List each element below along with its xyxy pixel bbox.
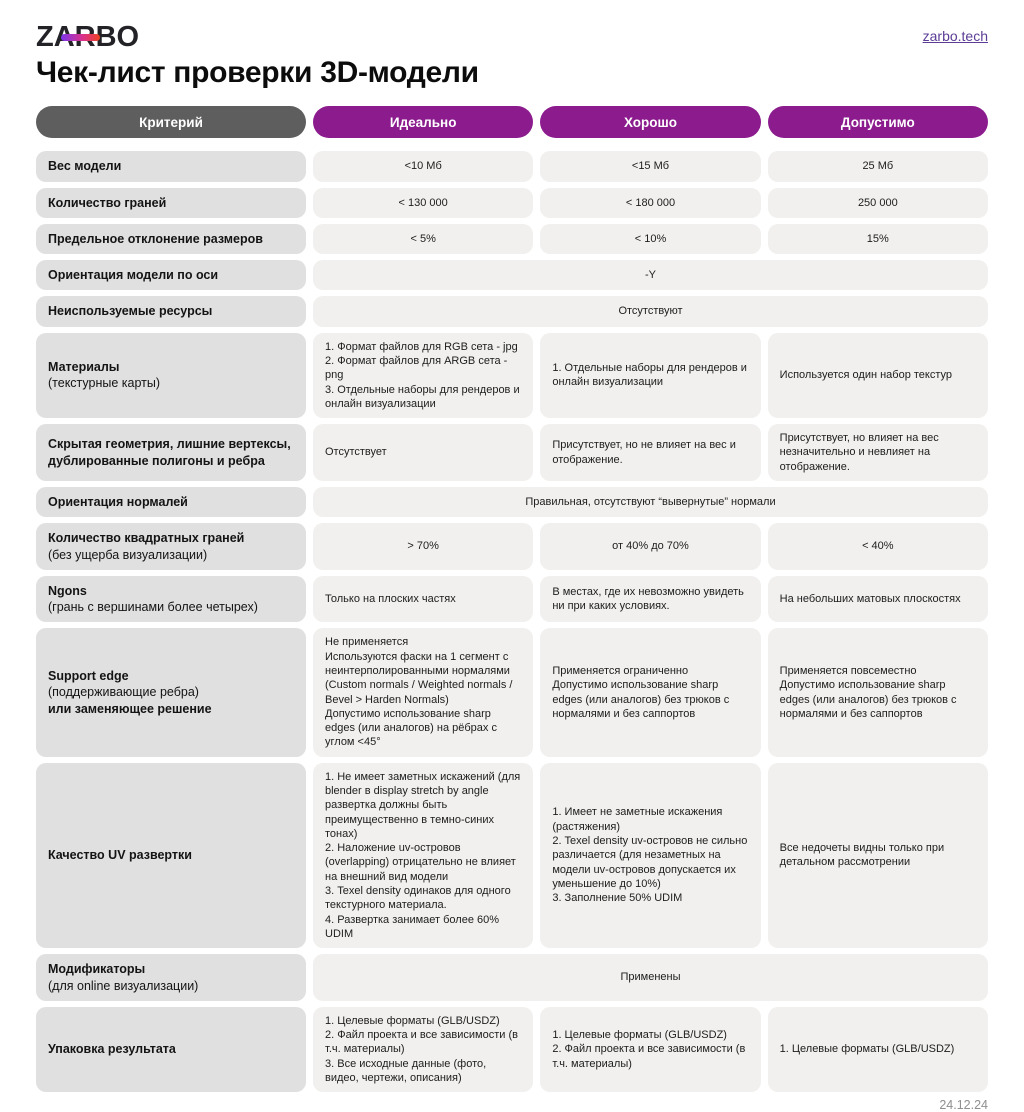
site-link[interactable]: zarbo.tech <box>922 28 988 44</box>
cell-span-value: Отсутствуют <box>313 296 988 327</box>
table-row: Ориентация нормалей Правильная, отсутств… <box>36 487 988 518</box>
cell-acceptable: 1. Целевые форматы (GLB/USDZ) <box>767 1006 988 1093</box>
zarbo-logo: ZARBO <box>36 22 139 52</box>
row-label: Скрытая геометрия, лишние вертексы, дубл… <box>36 424 306 482</box>
cell-good: 1. Целевые форматы (GLB/USDZ) 2. Файл пр… <box>540 1006 761 1093</box>
row-label: Неиспользуемые ресурсы <box>36 296 306 327</box>
page-title: Чек-лист проверки 3D-модели <box>36 56 479 90</box>
cell-acceptable: 15% <box>767 223 988 255</box>
cell-ideal: 1. Не имеет заметных искажений (для blen… <box>313 762 534 949</box>
table-row: Упаковка результата 1. Целевые форматы (… <box>36 1006 988 1093</box>
cell-span-value: Применены <box>313 954 988 1001</box>
row-label: Support edge (поддерживающие ребра) или … <box>36 628 306 757</box>
cell-ideal: > 70% <box>313 523 534 570</box>
table-row: Количество граней < 130 000 < 180 000 25… <box>36 187 988 218</box>
table-row: Предельное отклонение размеров < 5% < 10… <box>36 223 988 255</box>
table-row: Скрытая геометрия, лишние вертексы, дубл… <box>36 424 988 482</box>
footer: 24.12.24 <box>36 1098 988 1112</box>
cell-acceptable: Используется один набор текстур <box>767 332 988 419</box>
row-label: Количество граней <box>36 187 306 218</box>
table-row: Support edge (поддерживающие ребра) или … <box>36 628 988 757</box>
cell-good: < 10% <box>540 223 761 255</box>
table-row: Ориентация модели по оси -Y <box>36 260 988 291</box>
row-label: Вес модели <box>36 151 306 182</box>
cell-acceptable: 250 000 <box>767 187 988 218</box>
cell-good: < 180 000 <box>540 187 761 218</box>
cell-good: Применяется ограниченно Допустимо исполь… <box>540 628 761 757</box>
column-header-ideal: Идеально <box>313 106 534 139</box>
cell-acceptable: Присутствует, но влияет на вес незначите… <box>767 424 988 482</box>
table-row: Вес модели <10 Мб <15 Мб 25 Мб <box>36 151 988 182</box>
top-bar: ZARBO zarbo.tech <box>36 22 988 52</box>
row-label: Ngons (грань с вершинами более четырех) <box>36 575 306 623</box>
row-label: Материалы (текстурные карты) <box>36 332 306 419</box>
logo-gradient-bar-icon <box>61 34 100 41</box>
cell-span-value: Правильная, отсутствуют “вывернутые” нор… <box>313 487 988 518</box>
table-row: Количество квадратных граней (без ущерба … <box>36 523 988 570</box>
cell-ideal: Отсутствует <box>313 424 534 482</box>
cell-acceptable: < 40% <box>767 523 988 570</box>
table-row: Ngons (грань с вершинами более четырех) Т… <box>36 575 988 623</box>
cell-good: В местах, где их невозможно увидеть ни п… <box>540 575 761 623</box>
cell-acceptable: Применяется повсеместно Допустимо исполь… <box>767 628 988 757</box>
row-label: Качество UV развертки <box>36 762 306 949</box>
row-label: Ориентация нормалей <box>36 487 306 518</box>
cell-good: <15 Мб <box>540 151 761 182</box>
cell-ideal: 1. Формат файлов для RGB сета - jpg 2. Ф… <box>313 332 534 419</box>
cell-span-value: -Y <box>313 260 988 291</box>
table-row: Качество UV развертки 1. Не имеет заметн… <box>36 762 988 949</box>
cell-ideal: 1. Целевые форматы (GLB/USDZ) 2. Файл пр… <box>313 1006 534 1093</box>
row-label: Упаковка результата <box>36 1006 306 1093</box>
column-header-good: Хорошо <box>540 106 761 139</box>
document-date: 24.12.24 <box>939 1098 988 1112</box>
cell-ideal: < 5% <box>313 223 534 255</box>
column-header-criterion: Критерий <box>36 106 306 139</box>
cell-good: 1. Отдельные наборы для рендеров и онлай… <box>540 332 761 419</box>
cell-ideal: Не применяется Используются фаски на 1 с… <box>313 628 534 757</box>
cell-ideal: <10 Мб <box>313 151 534 182</box>
column-header-acceptable: Допустимо <box>767 106 988 139</box>
cell-good: 1. Имеет не заметные искажения (растяжен… <box>540 762 761 949</box>
cell-ideal: Только на плоских частях <box>313 575 534 623</box>
cell-good: от 40% до 70% <box>540 523 761 570</box>
table-header-row: Критерий Идеально Хорошо Допустимо <box>36 106 988 139</box>
table-row: Неиспользуемые ресурсы Отсутствуют <box>36 296 988 327</box>
table-row: Материалы (текстурные карты) 1. Формат фа… <box>36 332 988 419</box>
cell-acceptable: Все недочеты видны только при детальном … <box>767 762 988 949</box>
row-label: Количество квадратных граней (без ущерба … <box>36 523 306 570</box>
cell-acceptable: 25 Мб <box>767 151 988 182</box>
cell-good: Присутствует, но не влияет на вес и отоб… <box>540 424 761 482</box>
table-row: Модификаторы (для online визуализации) Пр… <box>36 954 988 1001</box>
row-label: Ориентация модели по оси <box>36 260 306 291</box>
cell-acceptable: На небольших матовых плоскостях <box>767 575 988 623</box>
row-label: Предельное отклонение размеров <box>36 223 306 255</box>
cell-ideal: < 130 000 <box>313 187 534 218</box>
row-label: Модификаторы (для online визуализации) <box>36 954 306 1001</box>
